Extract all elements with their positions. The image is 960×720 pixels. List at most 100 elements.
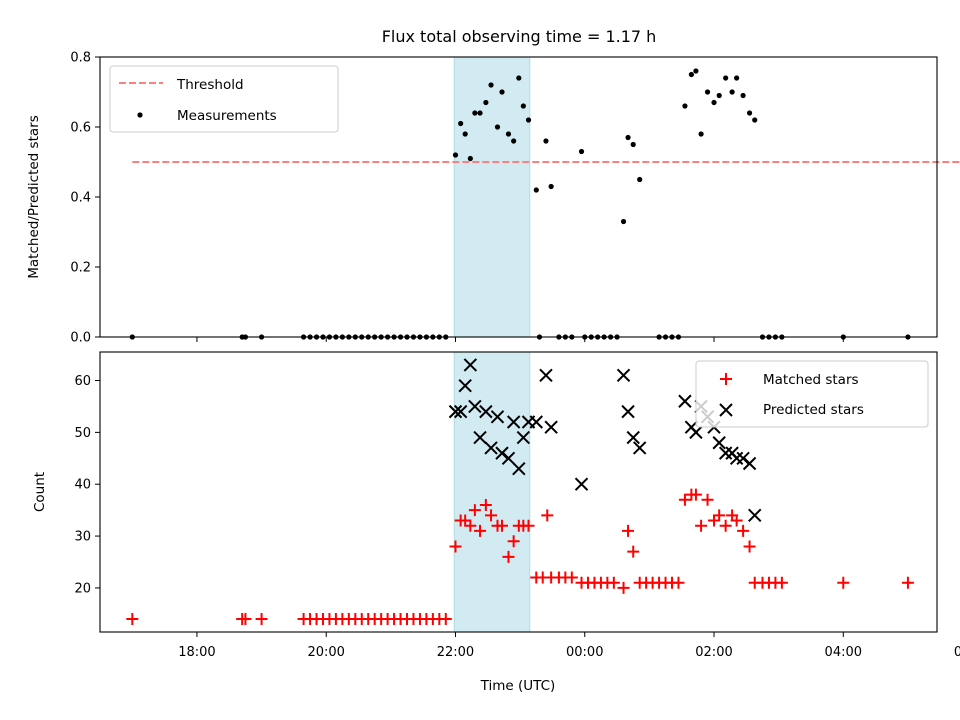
measurement-point [578, 148, 585, 155]
matched-point [701, 493, 714, 506]
legend-measurements-label: Measurements [177, 108, 277, 124]
measurement-point [682, 103, 688, 109]
measurement-point [494, 124, 501, 130]
measurement-point [525, 117, 532, 123]
matched-point [255, 613, 268, 626]
measurement-point [516, 75, 522, 81]
bottom-axes-frame [99, 351, 938, 633]
matched-point [522, 519, 535, 532]
measurement-point [452, 152, 459, 158]
bottom-x-ticks: 18:00 20:00 22:00 00:00 02:00 04:00 06:00 [178, 632, 960, 660]
matched-point [496, 519, 509, 532]
matched-point [627, 545, 640, 558]
predicted-point [468, 399, 482, 414]
x-tick-label: 00:00 [566, 645, 603, 660]
measurement-point [520, 103, 526, 109]
bottom-y-tick-label: 20 [74, 581, 91, 596]
legend-matched-swatch [720, 373, 732, 385]
matched-point [713, 509, 726, 522]
predicted-point [458, 378, 472, 393]
measurement-point [488, 82, 494, 88]
legend-threshold-label: Threshold [176, 77, 244, 93]
measurement-point [693, 68, 699, 74]
matched-point [459, 514, 472, 527]
matched-point [719, 519, 732, 532]
predicted-point [742, 456, 757, 471]
x-tick-label: 04:00 [825, 645, 862, 660]
predicted-point [512, 461, 526, 476]
measurement-point [472, 110, 478, 116]
legend-predicted-swatch [719, 403, 733, 417]
x-tick-label: 18:00 [178, 645, 215, 660]
matched-point [678, 493, 691, 506]
measurement-point [723, 75, 729, 81]
predicted-point [516, 430, 531, 445]
predicted-point [544, 420, 558, 434]
matched-point [695, 519, 708, 532]
top-legend: Threshold Measurements [109, 65, 339, 133]
matched-point [672, 576, 685, 589]
predicted-point [501, 451, 516, 466]
matched-point [485, 509, 498, 522]
measurement-point [620, 218, 627, 225]
bottom-legend-box [695, 360, 929, 428]
measurement-point [477, 110, 483, 116]
measurement-point [688, 71, 694, 78]
top-y-ticks: 0.0 0.2 0.4 0.6 0.8 [70, 51, 100, 346]
top-y-tick-label: 0.0 [70, 331, 91, 346]
matched-point [622, 524, 635, 537]
matched-point [464, 519, 477, 532]
top-x-ticks [196, 337, 844, 342]
bottom-y-axis-label: Count [32, 472, 48, 512]
predicted-point [748, 508, 762, 523]
measurement-point [467, 155, 473, 162]
predicted-point [484, 441, 498, 455]
predicted-point [729, 451, 744, 466]
observing-window-shade-top [453, 56, 531, 338]
top-y-tick-label: 0.6 [70, 121, 91, 136]
measurement-point [740, 92, 746, 99]
matched-point [607, 576, 620, 589]
measurement-point [462, 131, 468, 137]
predicted-point [463, 358, 478, 372]
matched-point [126, 613, 139, 626]
top-y-tick-label: 0.8 [70, 51, 91, 66]
measurement-point [543, 138, 549, 144]
matched-point [479, 498, 492, 511]
chart-title: Flux total observing time = 1.17 h [382, 27, 657, 46]
predicted-point [529, 415, 543, 429]
bottom-y-ticks: 20 30 40 50 60 [74, 374, 100, 596]
bottom-y-tick-label: 50 [74, 426, 91, 441]
matched-point [775, 576, 788, 589]
measurement-point [511, 138, 517, 144]
bottom-y-tick-label: 40 [74, 478, 91, 493]
matched-point [737, 524, 750, 537]
top-y-tick-label: 0.2 [70, 261, 91, 276]
measurement-point [698, 131, 704, 137]
predicted-point [490, 410, 505, 424]
matched-point [730, 514, 743, 527]
measurement-point [704, 89, 711, 95]
predicted-point [626, 430, 640, 445]
predicted-points [448, 358, 762, 523]
measurement-point [637, 176, 643, 183]
matched-point [565, 571, 578, 584]
bottom-panel: 20 30 40 50 60 18:00 20:00 22:00 00:00 02:00 04:0… [32, 351, 960, 694]
predicted-point [621, 404, 635, 419]
matched-point [507, 535, 520, 548]
predicted-point [678, 394, 692, 408]
x-tick-label: 22:00 [437, 645, 474, 660]
predicted-point [689, 425, 703, 440]
top-legend-box [109, 65, 339, 133]
measurement-point [630, 141, 636, 148]
matched-point [689, 488, 702, 501]
predicted-point [448, 404, 463, 419]
matched-point [239, 613, 252, 626]
x-tick-label: 02:00 [695, 645, 732, 660]
matched-point [708, 514, 721, 527]
x-tick-label: 06:00 [954, 645, 960, 660]
predicted-point [574, 477, 589, 491]
matched-point [901, 576, 914, 589]
legend-matched-label: Matched stars [763, 372, 859, 388]
matched-point [743, 540, 756, 553]
